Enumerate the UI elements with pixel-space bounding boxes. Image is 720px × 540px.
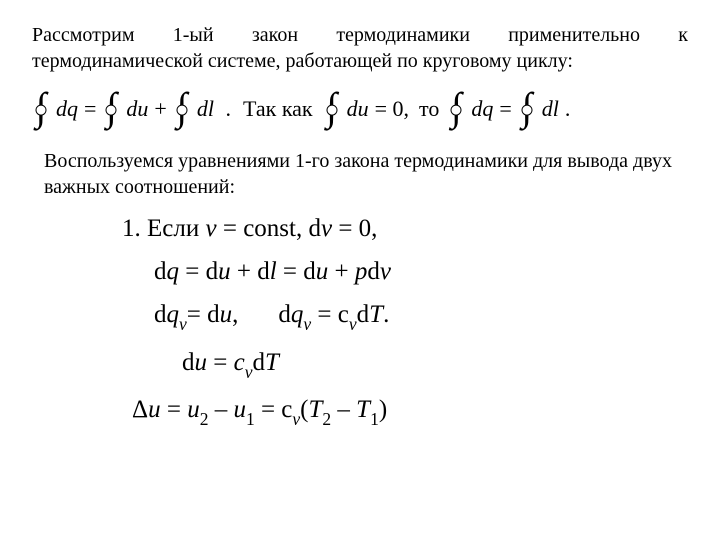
math-block: 1. Если v = const, dv = 0, dq = du + dl … xyxy=(32,216,688,427)
eq-term: dl xyxy=(542,96,559,122)
math-line-3: dqv= du,dqv = cvdT. xyxy=(122,302,688,332)
eq-term: dq xyxy=(471,96,493,122)
closed-integral-icon: ∫ xyxy=(173,88,191,130)
apply-paragraph: Воспользуемся уравнениями 1-го закона те… xyxy=(32,148,688,200)
math-line-4: du = cvdT xyxy=(122,350,688,380)
eq-op: + xyxy=(154,96,166,122)
eq-op: = xyxy=(84,96,96,122)
eq-term: du xyxy=(347,96,369,122)
page: Рассмотрим 1-ый закон термодинамики прим… xyxy=(0,0,720,540)
eq-term: du xyxy=(126,96,148,122)
since-text: Так как xyxy=(243,96,313,122)
eq-term: dq xyxy=(56,96,78,122)
math-line-2: dq = du + dl = du + pdv xyxy=(122,259,688,284)
eq-op: = xyxy=(499,96,511,122)
intro-paragraph: Рассмотрим 1-ый закон термодинамики прим… xyxy=(32,22,688,74)
eq-zero: = 0, xyxy=(375,96,409,122)
closed-integral-icon: ∫ xyxy=(518,88,536,130)
math-line-5: Δu = u2 – u1 = cv(T2 – T1) xyxy=(122,397,688,427)
eq-dot: . xyxy=(220,96,231,122)
closed-integral-icon: ∫ xyxy=(447,88,465,130)
equation-line-1: ∫ dq = ∫ du + ∫ dl . Так как ∫ du = 0, т… xyxy=(32,88,688,130)
closed-integral-icon: ∫ xyxy=(102,88,120,130)
math-line-1: 1. Если v = const, dv = 0, xyxy=(122,216,688,241)
eq-dot: . xyxy=(565,96,571,122)
closed-integral-icon: ∫ xyxy=(323,88,341,130)
eq-term: dl xyxy=(197,96,214,122)
closed-integral-icon: ∫ xyxy=(32,88,50,130)
then-text: то xyxy=(419,96,439,122)
